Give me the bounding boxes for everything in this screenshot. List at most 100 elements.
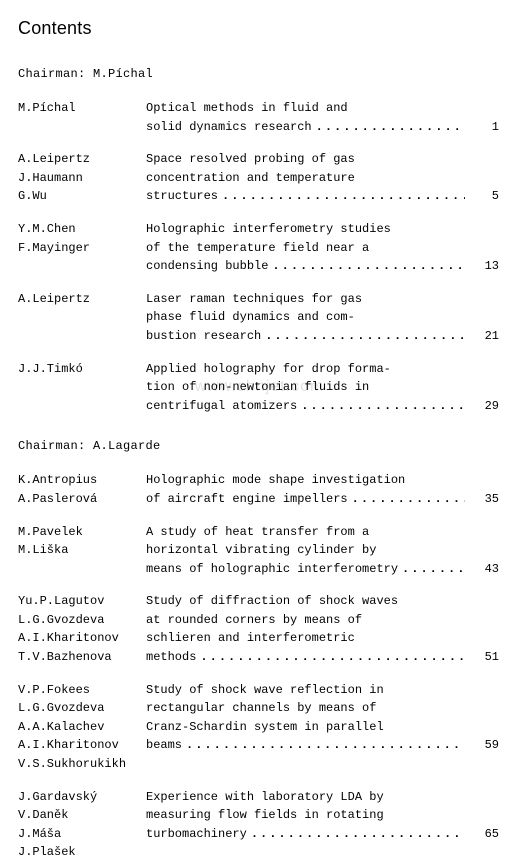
author-name: A.Paslerová bbox=[18, 490, 146, 509]
entry-description: Experience with laboratory LDA bymeasuri… bbox=[146, 788, 465, 844]
leader-dots: .............................. bbox=[268, 257, 465, 276]
description-line: Holographic mode shape investigation bbox=[146, 471, 465, 490]
author-name: J.Plašek bbox=[18, 843, 146, 862]
description-last-text: beams bbox=[146, 736, 182, 755]
description-last-text: structures bbox=[146, 187, 218, 206]
toc-entry: J.J.TimkóApplied holography for drop for… bbox=[18, 360, 499, 416]
author-name: M.Pavelek bbox=[18, 523, 146, 542]
entry-description: A study of heat transfer from ahorizonta… bbox=[146, 523, 465, 579]
author-name: Y.M.Chen bbox=[18, 220, 146, 239]
page-root: Contents Chairman: M.Píchal M.PíchalOptic… bbox=[0, 0, 519, 773]
chairman-line: Chairman: M.Píchal bbox=[18, 67, 499, 81]
entry-body: Holographic mode shape investigationof a… bbox=[146, 471, 499, 508]
entry-description: Optical methods in fluid andsolid dynami… bbox=[146, 99, 465, 136]
entry-body: Laser raman techniques for gasphase flui… bbox=[146, 290, 499, 346]
leader-dots: .............................. bbox=[247, 825, 465, 844]
page-number: 1 bbox=[465, 118, 499, 137]
page-number: 51 bbox=[465, 648, 499, 667]
description-last-text: methods bbox=[146, 648, 196, 667]
author-list: A.LeipertzJ.HaumannG.Wu bbox=[18, 150, 146, 206]
description-last-line: condensing bubble.......................… bbox=[146, 257, 465, 276]
author-name: M.Liška bbox=[18, 541, 146, 560]
toc-entry: Yu.P.LagutovL.G.GvozdevaA.I.KharitonovT.… bbox=[18, 592, 499, 666]
author-name: J.J.Timkó bbox=[18, 360, 146, 379]
page-number: 65 bbox=[465, 825, 499, 844]
leader-dots: .............................. bbox=[312, 118, 465, 137]
toc-entry: M.PavelekM.LiškaA study of heat transfer… bbox=[18, 523, 499, 579]
author-name: K.Antropius bbox=[18, 471, 146, 490]
description-line: at rounded corners by means of bbox=[146, 611, 465, 630]
toc-entry: M.PíchalOptical methods in fluid andsoli… bbox=[18, 99, 499, 136]
author-list: M.PavelekM.Liška bbox=[18, 523, 146, 560]
description-line: concentration and temperature bbox=[146, 169, 465, 188]
description-last-text: bustion research bbox=[146, 327, 261, 346]
page-number: 13 bbox=[465, 257, 499, 276]
author-name: F.Mayinger bbox=[18, 239, 146, 258]
description-line: Applied holography for drop forma- bbox=[146, 360, 465, 379]
description-last-text: condensing bubble bbox=[146, 257, 268, 276]
description-line: Optical methods in fluid and bbox=[146, 99, 465, 118]
author-name: L.G.Gvozdeva bbox=[18, 699, 146, 718]
description-line: measuring flow fields in rotating bbox=[146, 806, 465, 825]
description-line: Cranz-Schardin system in parallel bbox=[146, 718, 465, 737]
description-line: schlieren and interferometric bbox=[146, 629, 465, 648]
page-number: 21 bbox=[465, 327, 499, 346]
entry-description: Laser raman techniques for gasphase flui… bbox=[146, 290, 465, 346]
description-line: Laser raman techniques for gas bbox=[146, 290, 465, 309]
description-last-text: turbomachinery bbox=[146, 825, 247, 844]
description-last-line: beams.............................. bbox=[146, 736, 465, 755]
author-name: A.I.Kharitonov bbox=[18, 629, 146, 648]
page-title: Contents bbox=[18, 18, 499, 39]
page-number: 59 bbox=[465, 736, 499, 755]
page-number: 5 bbox=[465, 187, 499, 206]
description-line: of the temperature field near a bbox=[146, 239, 465, 258]
author-list: V.P.FokeesL.G.GvozdevaA.A.KalachevA.I.Kh… bbox=[18, 681, 146, 774]
author-name: M.Píchal bbox=[18, 99, 146, 118]
author-list: M.Píchal bbox=[18, 99, 146, 118]
description-last-line: of aircraft engine impellers............… bbox=[146, 490, 465, 509]
toc-entry: V.P.FokeesL.G.GvozdevaA.A.KalachevA.I.Kh… bbox=[18, 681, 499, 774]
description-line: horizontal vibrating cylinder by bbox=[146, 541, 465, 560]
description-last-text: of aircraft engine impellers bbox=[146, 490, 348, 509]
leader-dots: .............................. bbox=[348, 490, 465, 509]
entry-body: Holographic interferometry studiesof the… bbox=[146, 220, 499, 276]
author-list: A.Leipertz bbox=[18, 290, 146, 309]
description-last-line: centrifugal atomizers...................… bbox=[146, 397, 465, 416]
description-line: Holographic interferometry studies bbox=[146, 220, 465, 239]
description-last-line: means of holographic interferometry.....… bbox=[146, 560, 465, 579]
author-name: T.V.Bazhenova bbox=[18, 648, 146, 667]
author-name: V.S.Sukhorukikh bbox=[18, 755, 146, 774]
author-name: Yu.P.Lagutov bbox=[18, 592, 146, 611]
description-last-line: structures.............................. bbox=[146, 187, 465, 206]
author-name: V.Daněk bbox=[18, 806, 146, 825]
entry-description: Applied holography for drop forma-tion o… bbox=[146, 360, 465, 416]
sections-container: Chairman: M.Píchal M.PíchalOptical method… bbox=[18, 67, 499, 862]
author-name: L.G.Gvozdeva bbox=[18, 611, 146, 630]
description-last-line: solid dynamics research.................… bbox=[146, 118, 465, 137]
description-line: phase fluid dynamics and com- bbox=[146, 308, 465, 327]
author-list: Y.M.ChenF.Mayinger bbox=[18, 220, 146, 257]
author-list: Yu.P.LagutovL.G.GvozdevaA.I.KharitonovT.… bbox=[18, 592, 146, 666]
leader-dots: .............................. bbox=[398, 560, 465, 579]
toc-entry: A.LeipertzJ.HaumannG.WuSpace resolved pr… bbox=[18, 150, 499, 206]
toc-entry: J.GardavskýV.DaněkJ.MášaJ.PlašekExperien… bbox=[18, 788, 499, 862]
author-name: J.Haumann bbox=[18, 169, 146, 188]
author-list: J.J.Timkó bbox=[18, 360, 146, 379]
description-line: Space resolved probing of gas bbox=[146, 150, 465, 169]
author-name: G.Wu bbox=[18, 187, 146, 206]
leader-dots: .............................. bbox=[182, 736, 465, 755]
entry-description: Holographic interferometry studiesof the… bbox=[146, 220, 465, 276]
description-line: Experience with laboratory LDA by bbox=[146, 788, 465, 807]
author-name: A.A.Kalachev bbox=[18, 718, 146, 737]
entry-description: Study of diffraction of shock wavesat ro… bbox=[146, 592, 465, 666]
page-number: 43 bbox=[465, 560, 499, 579]
entry-description: Holographic mode shape investigationof a… bbox=[146, 471, 465, 508]
author-list: J.GardavskýV.DaněkJ.MášaJ.Plašek bbox=[18, 788, 146, 862]
description-line: tion of non-newtonian fluids in bbox=[146, 378, 465, 397]
description-last-text: centrifugal atomizers bbox=[146, 397, 297, 416]
section: Chairman: A.LagardeK.AntropiusA.Paslerov… bbox=[18, 439, 499, 862]
description-last-line: methods.............................. bbox=[146, 648, 465, 667]
description-last-line: bustion research........................… bbox=[146, 327, 465, 346]
entry-body: A study of heat transfer from ahorizonta… bbox=[146, 523, 499, 579]
section: Chairman: M.Píchal M.PíchalOptical method… bbox=[18, 67, 499, 415]
